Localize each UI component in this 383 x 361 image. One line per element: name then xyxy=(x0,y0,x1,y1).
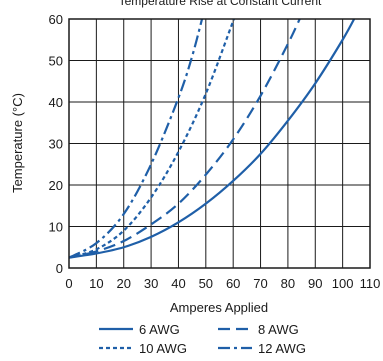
y-tick-label: 0 xyxy=(56,261,63,276)
chart-title: Temperature Rise at Constant Current xyxy=(119,0,322,8)
y-axis-title: Temperature (°C) xyxy=(10,93,25,193)
series-line-6-awg xyxy=(69,19,356,259)
y-tick-labels: 0 10 20 30 40 50 60 xyxy=(49,12,63,276)
y-tick-label: 60 xyxy=(49,12,63,27)
y-tick-label: 20 xyxy=(49,178,63,193)
legend-label: 12 AWG xyxy=(258,341,306,356)
x-tick-labels: 0 10 20 30 40 50 60 70 80 90 100 110 xyxy=(65,276,380,291)
series-line-12-awg xyxy=(69,19,204,259)
legend-label: 8 AWG xyxy=(258,322,299,337)
legend-label: 6 AWG xyxy=(139,322,180,337)
x-axis-title: Amperes Applied xyxy=(170,300,268,315)
x-tick-label: 20 xyxy=(116,276,130,291)
y-tick-label: 50 xyxy=(49,54,63,69)
series-line-10-awg xyxy=(69,19,236,259)
legend-label: 10 AWG xyxy=(139,341,187,356)
x-tick-label: 0 xyxy=(65,276,72,291)
x-tick-label: 60 xyxy=(226,276,240,291)
series-lines xyxy=(69,19,356,259)
y-tick-label: 10 xyxy=(49,220,63,235)
series-line-8-awg xyxy=(69,19,301,259)
x-tick-label: 90 xyxy=(308,276,322,291)
x-tick-label: 30 xyxy=(144,276,158,291)
x-tick-label: 40 xyxy=(171,276,185,291)
x-tick-label: 10 xyxy=(89,276,103,291)
x-tick-label: 110 xyxy=(360,276,381,291)
y-tick-label: 30 xyxy=(49,137,63,152)
x-tick-label: 100 xyxy=(332,276,354,291)
x-tick-label: 70 xyxy=(253,276,267,291)
x-tick-label: 50 xyxy=(199,276,213,291)
x-tick-label: 80 xyxy=(281,276,295,291)
plot-frame xyxy=(68,18,371,269)
legend: 6 AWG 8 AWG 10 AWG 12 AWG xyxy=(99,322,306,356)
y-tick-label: 40 xyxy=(49,95,63,110)
